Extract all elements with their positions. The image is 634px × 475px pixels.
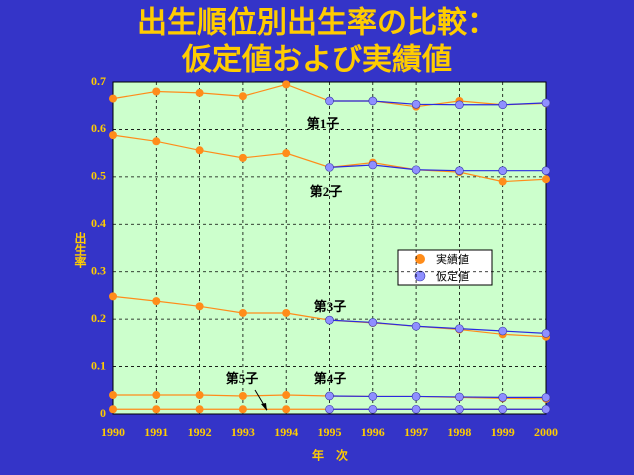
series-annotation: 第5子 xyxy=(226,371,259,386)
assumed-marker xyxy=(368,160,378,170)
actual-marker xyxy=(152,405,161,414)
assumed-marker xyxy=(325,163,334,172)
assumed-marker xyxy=(411,165,421,175)
actual-marker xyxy=(282,391,291,400)
actual-marker xyxy=(152,137,161,146)
assumed-line xyxy=(329,164,546,172)
assumed-marker xyxy=(455,100,464,110)
assumed-line xyxy=(329,395,546,398)
actual-marker xyxy=(109,391,117,400)
assumed-marker xyxy=(325,315,334,325)
assumed-marker xyxy=(498,326,508,336)
x-tick-label: 1997 xyxy=(404,425,428,439)
y-tick-label: 0.7 xyxy=(91,74,106,88)
actual-marker xyxy=(238,391,247,400)
assumed-marker xyxy=(411,321,421,331)
legend-label: 実績値 xyxy=(436,252,469,266)
assumed-marker xyxy=(541,98,551,108)
y-tick-label: 0.5 xyxy=(91,169,106,183)
actual-marker xyxy=(152,87,161,96)
chart-title: 出生順位別出生率の比較： xyxy=(137,6,497,41)
assumed-marker xyxy=(541,393,551,402)
assumed-marker xyxy=(411,99,421,109)
actual-marker xyxy=(542,175,550,184)
y-tick-label: 0.2 xyxy=(91,311,106,325)
assumed-marker xyxy=(541,166,551,175)
actual-marker xyxy=(109,405,117,414)
series-annotation: 第4子 xyxy=(314,371,347,386)
assumed-marker xyxy=(541,329,551,338)
x-tick-label: 1992 xyxy=(188,425,212,439)
actual-marker xyxy=(195,88,204,97)
actual-marker xyxy=(109,292,117,301)
y-axis-title: 出生率 xyxy=(73,231,87,269)
actual-marker xyxy=(282,308,291,317)
series-annotation: 第3子 xyxy=(314,299,347,314)
actual-marker xyxy=(238,92,247,101)
assumed-marker xyxy=(411,392,421,401)
actual-marker xyxy=(498,177,507,186)
assumed-marker xyxy=(368,392,378,401)
x-tick-label: 1991 xyxy=(144,425,168,439)
assumed-marker xyxy=(498,404,508,414)
actual-marker xyxy=(238,308,247,317)
assumed-marker xyxy=(411,404,421,414)
assumed-marker xyxy=(455,166,464,175)
x-tick-label: 1996 xyxy=(361,425,385,439)
legend-marker xyxy=(414,270,426,282)
x-axis-title: 年 次 xyxy=(312,448,348,463)
x-tick-label: 1993 xyxy=(231,425,255,439)
actual-marker xyxy=(195,391,204,400)
actual-marker xyxy=(109,131,117,140)
assumed-line xyxy=(329,100,547,106)
x-tick-label: 1999 xyxy=(491,425,515,439)
legend-box xyxy=(397,249,493,286)
assumed-marker xyxy=(498,393,508,402)
assumed-marker xyxy=(455,392,464,402)
series-annotation: 第1子 xyxy=(307,116,340,131)
assumed-line xyxy=(329,319,547,334)
assumed-marker xyxy=(541,404,551,414)
actual-marker xyxy=(195,405,204,414)
assumed-marker xyxy=(368,404,378,414)
assumed-marker xyxy=(325,96,334,106)
actual-marker xyxy=(282,80,291,89)
assumed-marker xyxy=(498,100,508,110)
y-tick-label: 0.3 xyxy=(91,263,106,277)
actual-marker xyxy=(195,302,204,311)
assumed-marker xyxy=(368,318,378,327)
assumed-marker xyxy=(325,391,334,401)
x-tick-label: 1998 xyxy=(447,425,471,439)
actual-marker xyxy=(152,297,161,306)
assumed-marker xyxy=(455,324,464,333)
actual-marker xyxy=(195,146,204,155)
x-tick-label: 1995 xyxy=(318,425,342,439)
assumed-marker xyxy=(368,96,378,106)
legend-label: 仮定値 xyxy=(436,269,469,283)
assumed-marker xyxy=(325,404,334,414)
actual-marker xyxy=(238,405,247,414)
actual-marker xyxy=(282,405,291,414)
annotation-arrowhead xyxy=(261,403,267,411)
actual-marker xyxy=(238,153,247,162)
actual-marker xyxy=(282,149,291,158)
chart-title: 仮定値および実績値 xyxy=(181,43,452,78)
actual-marker xyxy=(109,94,117,103)
assumed-marker xyxy=(498,166,508,175)
assumed-marker xyxy=(455,404,464,414)
x-tick-label: 1994 xyxy=(274,425,298,439)
legend-marker xyxy=(415,254,425,264)
actual-marker xyxy=(152,391,161,400)
y-tick-label: 0.4 xyxy=(91,216,106,230)
y-tick-label: 0.6 xyxy=(91,121,106,135)
series-annotation: 第2子 xyxy=(310,184,343,199)
y-tick-label: 0 xyxy=(100,406,106,420)
x-tick-label: 1990 xyxy=(101,425,125,439)
y-tick-label: 0.1 xyxy=(91,358,106,372)
x-tick-label: 2000 xyxy=(534,425,558,439)
